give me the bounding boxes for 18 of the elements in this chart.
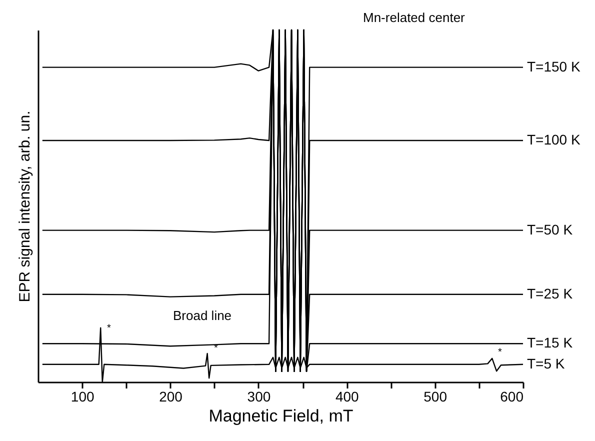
x-tick-label: 100: [70, 388, 94, 404]
x-tick-label: 300: [247, 388, 271, 404]
series-label: T=100 K: [527, 132, 581, 148]
x-tick-label: 500: [424, 388, 448, 404]
text: Mn-related center: [363, 10, 466, 25]
series-label: T=50 K: [527, 221, 574, 238]
annotation: *: [498, 347, 502, 358]
x-tick-label: 200: [159, 388, 183, 404]
annotation: *: [107, 323, 111, 334]
x-tick-label: 400: [335, 388, 360, 404]
x-axis-title: Magnetic Field, mT: [208, 406, 354, 426]
series-label: T=15 K: [527, 334, 574, 351]
y-axis-title: EPR signal intensity, arb. un.: [16, 110, 34, 302]
series-label: T=5 K: [527, 355, 566, 372]
series-label: T=150 K: [527, 58, 581, 74]
annotation: Broad line: [173, 308, 232, 323]
series-label: T=25 K: [527, 285, 574, 302]
x-tick-label: 600: [500, 388, 524, 404]
